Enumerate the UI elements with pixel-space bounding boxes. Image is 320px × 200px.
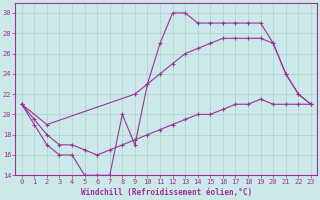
X-axis label: Windchill (Refroidissement éolien,°C): Windchill (Refroidissement éolien,°C) <box>81 188 252 197</box>
